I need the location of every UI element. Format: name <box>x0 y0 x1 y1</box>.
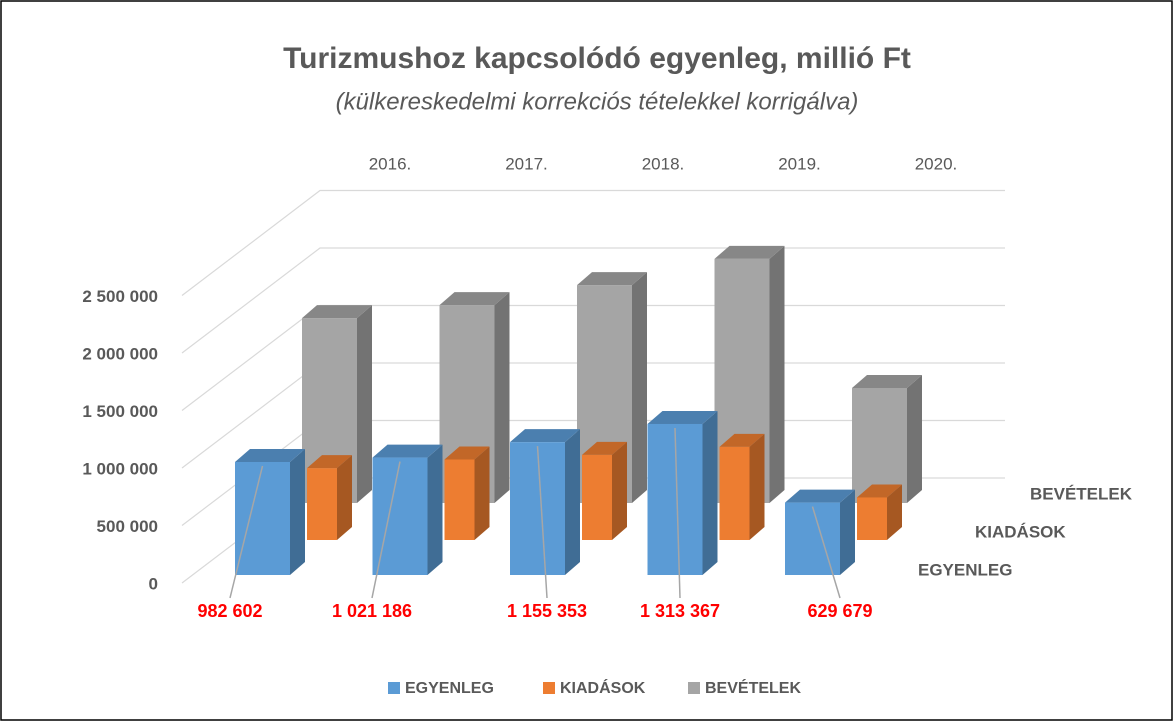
bar-top <box>857 484 902 498</box>
bar-3d <box>235 449 305 575</box>
bar-3d <box>444 446 490 540</box>
bar-side <box>357 305 372 503</box>
legend-swatch <box>688 682 700 694</box>
bar-side <box>632 272 647 503</box>
y-tick-label: 500 000 <box>97 517 158 536</box>
bar <box>857 497 887 540</box>
bar-side <box>702 410 718 575</box>
leader-line <box>811 506 841 599</box>
bar <box>582 454 612 540</box>
bar-side <box>907 375 922 503</box>
y-tick-label: 1 000 000 <box>82 459 158 478</box>
x-tick-label: 2018. <box>642 154 685 173</box>
bar <box>372 457 428 575</box>
bar-side <box>565 429 580 575</box>
x-tick-label: 2016. <box>369 154 412 173</box>
bar-top <box>785 489 855 503</box>
data-label: 1 021 186 <box>332 601 412 621</box>
depth-label: EGYENLEG <box>918 560 1012 579</box>
legend-label: KIADÁSOK <box>560 678 646 697</box>
leader-line <box>536 446 548 599</box>
bar-side <box>749 433 765 540</box>
leader-line <box>229 465 264 599</box>
bar-side <box>427 444 443 575</box>
bar-3d <box>582 441 627 540</box>
grid-line <box>181 189 1005 296</box>
chart-subtitle: (külkereskedelmi korrekciós tételekkel k… <box>336 88 859 115</box>
chart-title: Turizmushoz kapcsolódó egyenleg, millió … <box>283 42 911 75</box>
y-tick-label: 1 500 000 <box>82 402 158 421</box>
legend-swatch <box>388 682 400 694</box>
bar-3d <box>719 433 765 540</box>
bar-side <box>474 446 490 540</box>
bar-top <box>302 305 372 319</box>
depth-label: KIADÁSOK <box>975 522 1066 541</box>
legend-label: BEVÉTELEK <box>705 678 801 697</box>
x-tick-label: 2017. <box>505 154 548 173</box>
bar-side <box>612 441 627 540</box>
bar-top <box>510 429 580 443</box>
legend-label: EGYENLEG <box>405 680 494 697</box>
bar-top <box>235 449 305 463</box>
bar <box>444 459 475 540</box>
bar-top <box>444 446 490 460</box>
bar <box>235 462 290 575</box>
legend-swatch <box>543 682 555 694</box>
bar-top <box>719 433 765 447</box>
bar-top <box>647 410 718 424</box>
bar-3d <box>857 484 902 540</box>
data-label: 1 155 353 <box>507 601 587 621</box>
bar <box>852 388 907 503</box>
bar-3d <box>372 444 443 575</box>
data-label: 629 679 <box>807 601 872 621</box>
bar <box>719 446 750 540</box>
bar-side <box>290 449 305 575</box>
bar-top <box>852 375 922 388</box>
bar-side <box>840 489 855 575</box>
bar-3d <box>785 489 855 575</box>
y-tick-label: 2 000 000 <box>82 344 158 363</box>
bar-side <box>337 455 352 540</box>
x-tick-label: 2020. <box>915 154 958 173</box>
bar-side <box>887 484 902 540</box>
bar-3d <box>510 429 580 575</box>
bar-top <box>307 455 352 469</box>
bar-3d <box>647 410 718 575</box>
y-tick-label: 0 <box>149 574 158 593</box>
data-label: 1 313 367 <box>640 601 720 621</box>
bar-3d <box>852 375 922 503</box>
leader-line <box>371 461 401 599</box>
leader-line <box>674 427 681 599</box>
bar <box>510 442 565 575</box>
bar-top <box>714 245 785 259</box>
bar <box>785 502 840 575</box>
x-tick-label: 2019. <box>778 154 821 173</box>
bar <box>307 468 337 540</box>
bar-3d <box>307 455 352 540</box>
bar-top <box>582 441 627 455</box>
bar-top <box>577 272 647 286</box>
bar-top <box>439 292 510 306</box>
data-label: 982 602 <box>197 601 262 621</box>
bar-side <box>494 292 510 503</box>
bar-top <box>372 444 443 458</box>
depth-label: BEVÉTELEK <box>1030 484 1133 503</box>
bar-side <box>769 245 785 504</box>
y-tick-label: 2 500 000 <box>82 287 158 306</box>
